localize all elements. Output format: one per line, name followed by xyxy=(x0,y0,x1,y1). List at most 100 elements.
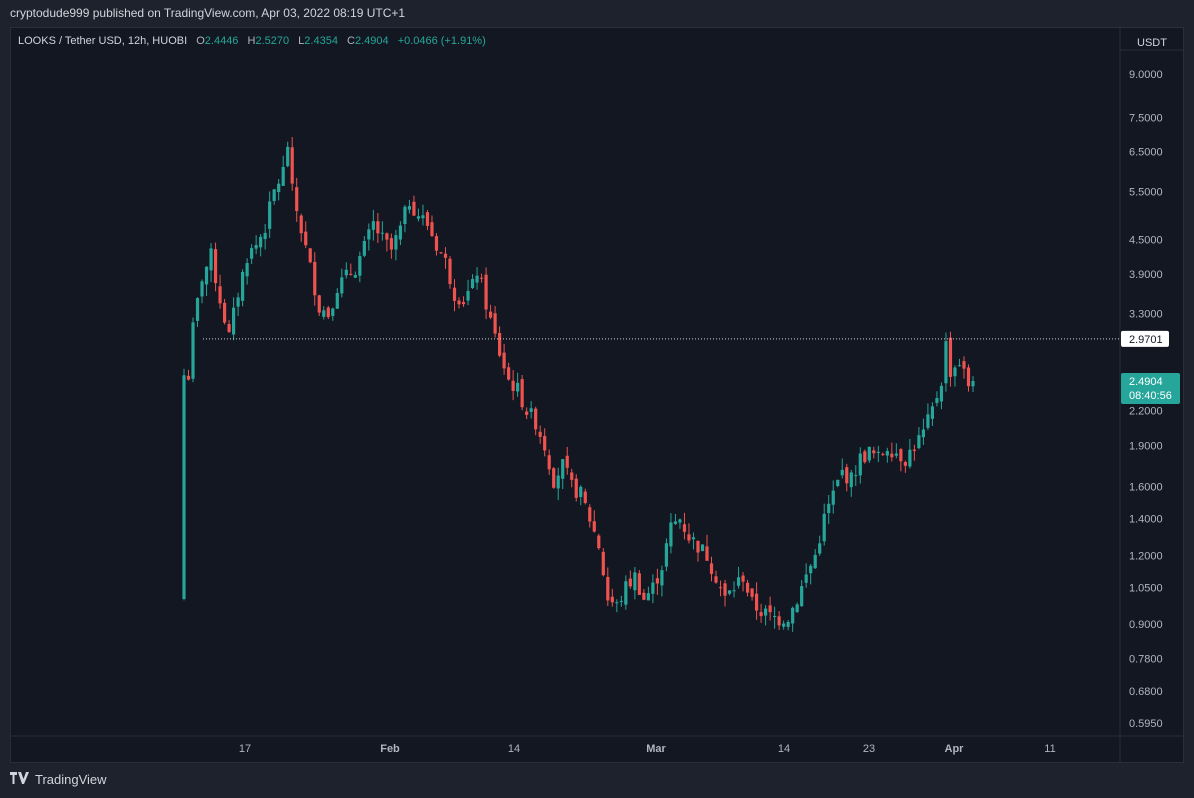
x-tick-label: 23 xyxy=(863,743,875,755)
y-tick-label: 1.4000 xyxy=(1129,514,1163,526)
candle-body xyxy=(800,586,804,607)
candle-body xyxy=(529,408,533,412)
candle-body xyxy=(362,241,366,256)
candle-body xyxy=(385,233,389,240)
candle-body xyxy=(331,308,335,316)
candle-body xyxy=(461,302,466,305)
candle-body xyxy=(813,554,817,569)
candle-body xyxy=(962,361,966,369)
candle-body xyxy=(628,578,632,587)
x-tick-label: 17 xyxy=(239,743,251,755)
candle-body xyxy=(696,540,700,553)
candle-body xyxy=(290,147,294,184)
candle-body xyxy=(502,352,506,369)
candle-body xyxy=(394,235,398,250)
candle-body xyxy=(358,256,362,276)
candle-body xyxy=(488,311,493,318)
candle-body xyxy=(376,221,380,234)
candle-body xyxy=(565,455,569,468)
candle-body xyxy=(885,451,889,456)
candle-body xyxy=(926,414,930,428)
candle-body xyxy=(326,307,330,318)
candle-body xyxy=(340,277,344,294)
candle-body xyxy=(556,475,560,489)
candle-body xyxy=(479,277,484,279)
candle-body xyxy=(534,408,538,430)
last-price-label: 2.4904 xyxy=(1129,376,1163,388)
candle-body xyxy=(430,222,434,236)
candle-body xyxy=(637,573,641,595)
candle-body xyxy=(520,379,524,408)
candle-body xyxy=(213,249,218,284)
candle-body xyxy=(475,275,479,283)
candle-body xyxy=(732,590,736,592)
candle-body xyxy=(705,546,709,561)
candle-body xyxy=(421,215,425,219)
candle-body xyxy=(507,367,511,380)
candle-body xyxy=(944,341,948,384)
candle-body xyxy=(782,623,786,627)
chart-pane[interactable] xyxy=(10,27,1184,763)
symbol-legend: LOOKS / Tether USD, 12h, HUOBI O2.4446 H… xyxy=(18,35,486,47)
candle-body xyxy=(745,582,750,593)
open-label: O xyxy=(196,35,205,47)
x-tick-label: Apr xyxy=(945,743,965,755)
x-tick-label: Mar xyxy=(646,743,666,755)
candle-body xyxy=(804,574,808,583)
candle-body xyxy=(186,375,191,380)
candle-body xyxy=(579,486,583,497)
level-price-label: 2.9701 xyxy=(1129,334,1163,346)
y-tick-label: 1.2000 xyxy=(1129,550,1163,562)
candle-body xyxy=(673,521,678,524)
candle-body xyxy=(651,582,655,594)
candle-body xyxy=(615,602,619,604)
currency-label: USDT xyxy=(1137,37,1167,49)
candle-body xyxy=(277,183,281,193)
candle-body xyxy=(484,274,488,310)
candle-body xyxy=(407,206,412,210)
candle-body xyxy=(939,385,944,402)
candle-body xyxy=(299,215,303,234)
candle-body xyxy=(872,450,876,454)
candle-body xyxy=(827,503,831,514)
candle-body xyxy=(218,286,222,304)
candle-body xyxy=(750,588,754,597)
high-label: H xyxy=(247,35,256,47)
open-value: 2.4446 xyxy=(204,35,239,47)
candle-body xyxy=(899,449,903,462)
candle-body xyxy=(389,238,393,250)
y-tick-label: 0.7800 xyxy=(1129,653,1163,665)
candle-body xyxy=(281,166,285,186)
candle-body xyxy=(227,323,231,332)
candle-body xyxy=(344,269,348,276)
close-label: C xyxy=(347,35,355,47)
candle-body xyxy=(592,521,596,532)
candle-body xyxy=(845,467,849,484)
candle-body xyxy=(570,472,574,480)
candle-body xyxy=(588,507,592,522)
candle-body xyxy=(457,300,461,305)
candle-body xyxy=(254,245,258,249)
candle-body xyxy=(272,189,276,201)
high-value: 2.5270 xyxy=(255,35,290,47)
y-tick-label: 6.5000 xyxy=(1129,147,1163,159)
candle-body xyxy=(966,367,971,387)
candle-body xyxy=(840,469,844,476)
candle-body xyxy=(764,608,768,616)
candle-body xyxy=(687,534,691,541)
candle-body xyxy=(867,446,871,461)
candle-body xyxy=(741,575,745,582)
y-tick-label: 2.2000 xyxy=(1129,406,1163,418)
candle-body xyxy=(633,572,637,591)
candle-body xyxy=(191,322,195,379)
candle-body xyxy=(452,287,457,301)
tradingview-logo-icon xyxy=(10,771,30,787)
candle-body xyxy=(601,551,605,576)
candle-body xyxy=(493,313,497,334)
candle-body xyxy=(349,273,353,275)
x-tick-label: 14 xyxy=(778,743,790,755)
candle-body xyxy=(836,479,840,487)
candle-body xyxy=(786,621,790,627)
candle-body xyxy=(259,236,263,248)
